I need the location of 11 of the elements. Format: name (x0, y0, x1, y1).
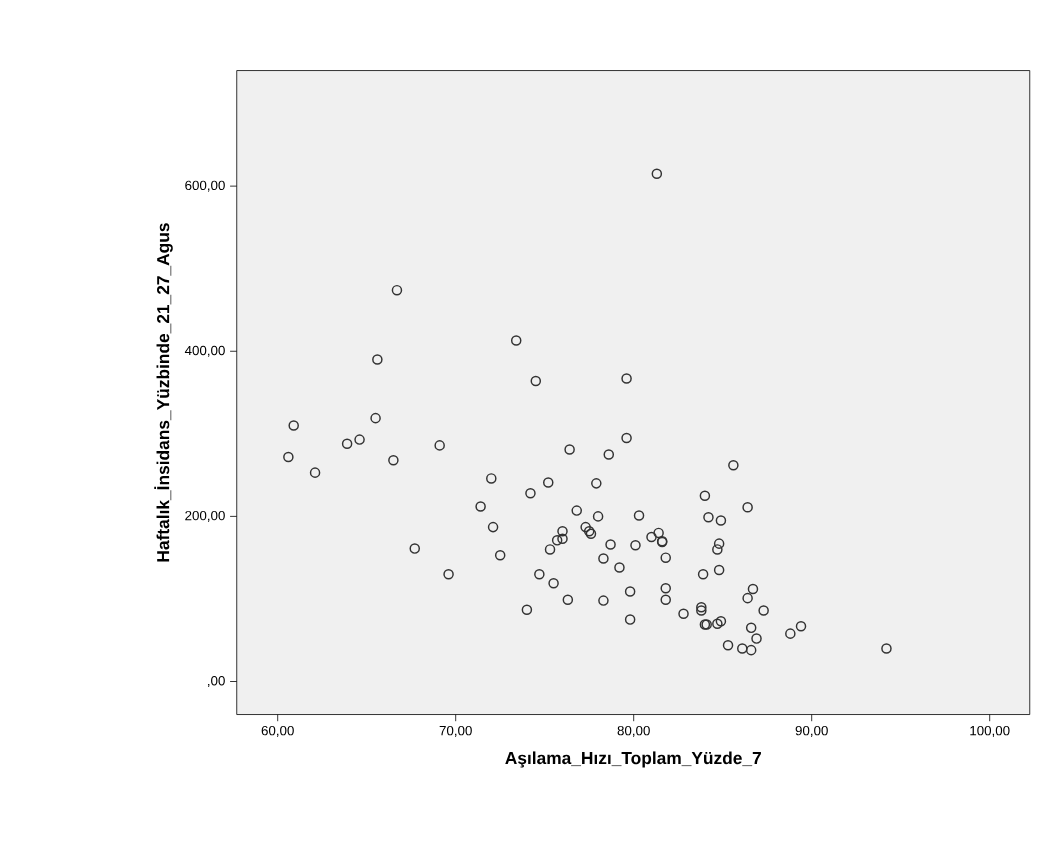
x-tick-label: 60,00 (261, 725, 294, 737)
x-axis-title: Aşılama_Hızı_Toplam_Yüzde_7 (505, 751, 761, 768)
y-axis-title: Haftalık_İnsidans_Yüzbinde_21_27_Agus (154, 223, 173, 562)
y-tick-label: 600,00 (185, 180, 225, 192)
y-tick-label: 200,00 (185, 510, 225, 522)
x-tick-label: 70,00 (439, 725, 472, 737)
x-tick-label: 90,00 (795, 725, 828, 737)
x-tick-label: 100,00 (970, 725, 1010, 737)
y-tick-label: ,00 (208, 676, 225, 688)
y-tick-label: 400,00 (184, 345, 225, 357)
x-tick-label: 80,00 (617, 725, 650, 737)
